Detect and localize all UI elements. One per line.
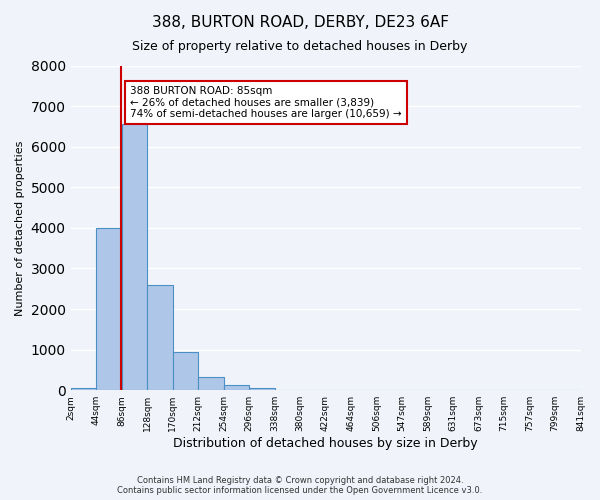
Bar: [122, 124, 147, 390]
Bar: [96, 228, 122, 390]
Text: 388, BURTON ROAD, DERBY, DE23 6AF: 388, BURTON ROAD, DERBY, DE23 6AF: [151, 15, 449, 30]
Y-axis label: Number of detached properties: Number of detached properties: [15, 140, 25, 316]
X-axis label: Distribution of detached houses by size in Derby: Distribution of detached houses by size …: [173, 437, 478, 450]
Bar: [173, 352, 198, 390]
Text: 388 BURTON ROAD: 85sqm
← 26% of detached houses are smaller (3,839)
74% of semi-: 388 BURTON ROAD: 85sqm ← 26% of detached…: [130, 86, 401, 119]
Bar: [71, 388, 96, 390]
Text: Contains HM Land Registry data © Crown copyright and database right 2024.: Contains HM Land Registry data © Crown c…: [137, 476, 463, 485]
Text: Contains public sector information licensed under the Open Government Licence v3: Contains public sector information licen…: [118, 486, 482, 495]
Bar: [249, 388, 275, 390]
Bar: [147, 284, 173, 390]
Text: Size of property relative to detached houses in Derby: Size of property relative to detached ho…: [133, 40, 467, 53]
Bar: [198, 377, 224, 390]
Bar: [224, 385, 249, 390]
